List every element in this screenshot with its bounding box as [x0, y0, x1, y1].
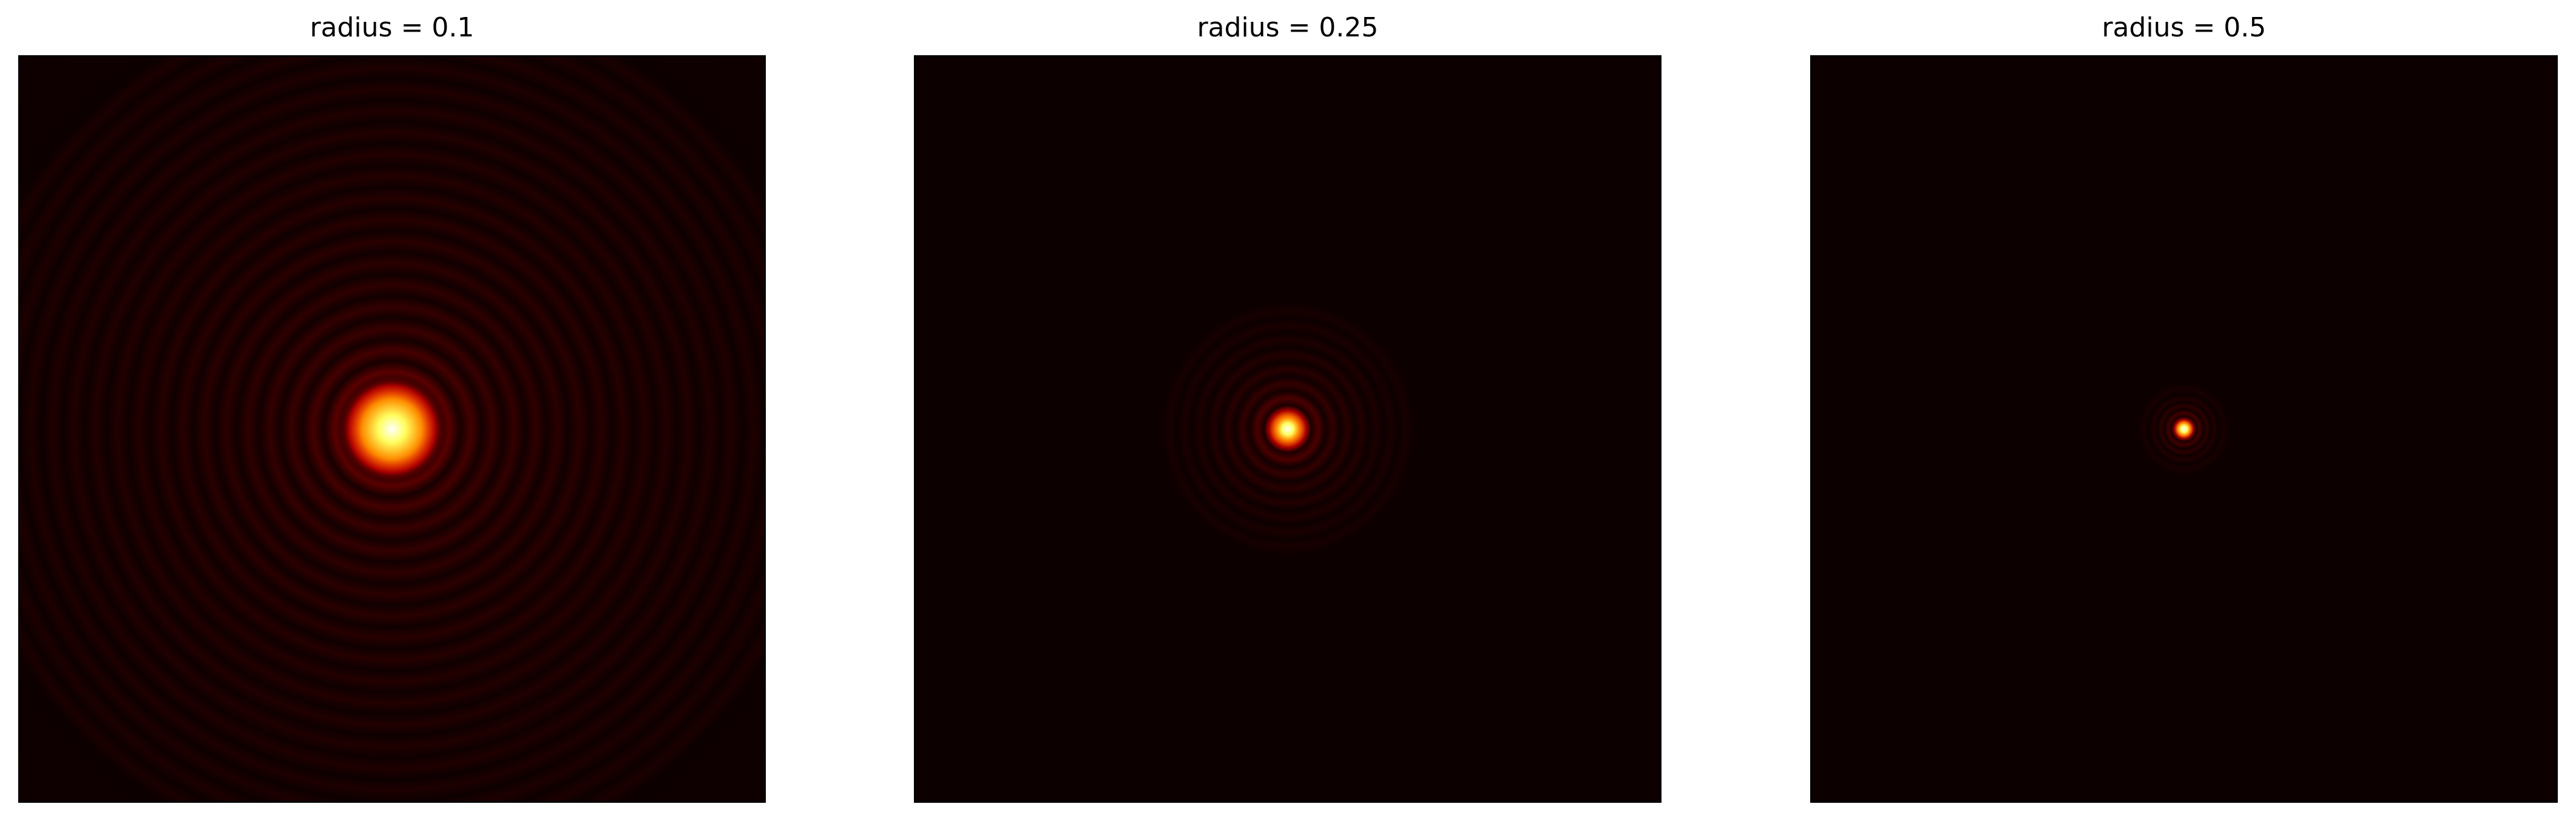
panel-radius-0-1: radius = 0.1	[18, 0, 766, 821]
airy-pattern	[20, 57, 764, 801]
diffraction-image	[914, 55, 1662, 803]
panel-title: radius = 0.5	[2101, 12, 2267, 43]
airy-pattern	[1812, 57, 2556, 801]
diffraction-image	[1810, 55, 2558, 803]
diffraction-image	[18, 55, 766, 803]
panel-title: radius = 0.1	[309, 12, 475, 43]
panel-title: radius = 0.25	[1197, 12, 1379, 43]
airy-pattern	[916, 57, 1660, 801]
panel-radius-0-5: radius = 0.5	[1810, 0, 2558, 821]
panel-radius-0-25: radius = 0.25	[914, 0, 1662, 821]
